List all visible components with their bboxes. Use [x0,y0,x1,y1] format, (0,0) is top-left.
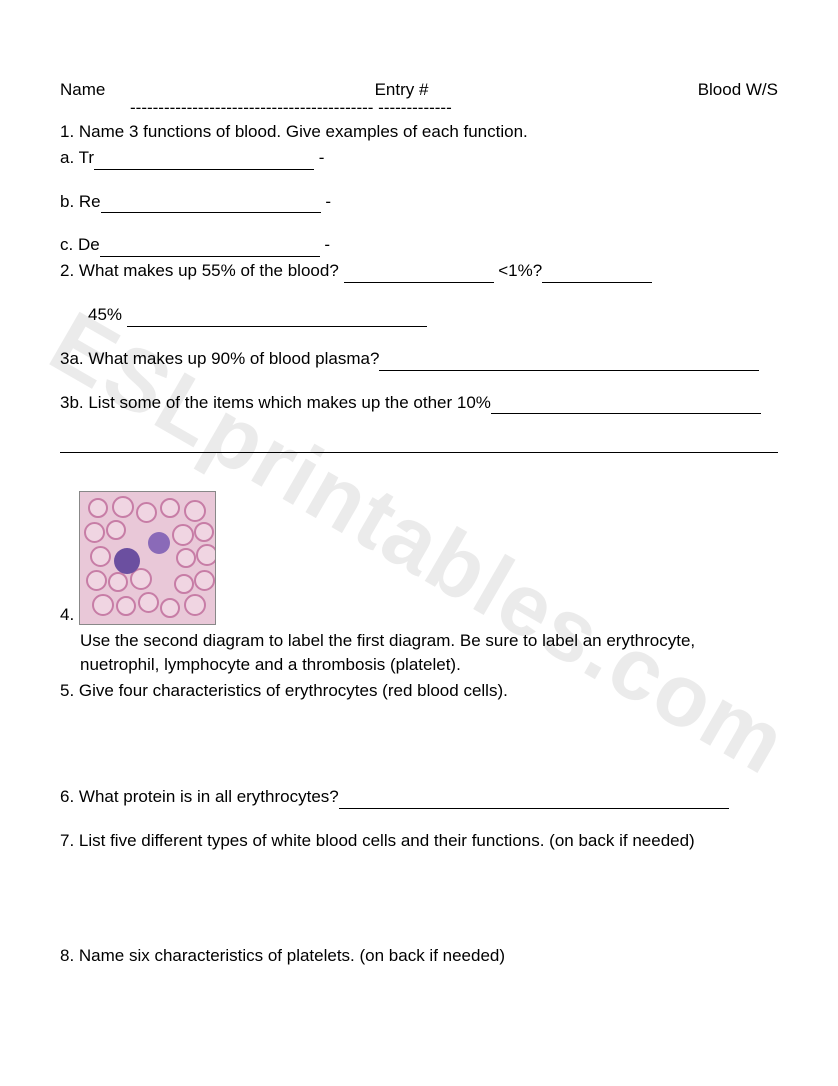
q3a: 3a. What makes up 90% of blood plasma? [60,347,778,371]
q7: 7. List five different types of white bl… [60,829,778,853]
worksheet-page: Name Entry # Blood W/S -----------------… [0,0,838,1010]
q3b-text: 3b. List some of the items which makes u… [60,393,491,412]
q1a-prefix: a. Tr [60,148,94,167]
header-row: Name Entry # Blood W/S [60,80,778,100]
q1b: b. Re - [60,190,778,214]
q6-text: 6. What protein is in all erythrocytes? [60,787,339,806]
q8: 8. Name six characteristics of platelets… [60,944,778,968]
q2-45-prefix: 45% [88,305,127,324]
q3b: 3b. List some of the items which makes u… [60,391,778,415]
q2-blank3 [127,326,427,327]
q3b-blank [491,413,761,414]
blood-cell-image [79,491,216,625]
q5: 5. Give four characteristics of erythroc… [60,679,778,703]
q1b-prefix: b. Re [60,192,101,211]
dash-line: ----------------------------------------… [130,98,778,118]
q2-blank2 [542,282,652,283]
q1c: c. De - [60,233,778,257]
q2-text-b: <1%? [494,261,543,280]
q2-line2: 45% [88,303,778,327]
page-title: Blood W/S [698,80,778,100]
entry-label: Entry # [375,80,429,100]
q2-line1: 2. What makes up 55% of the blood? <1%? [60,259,778,283]
q6: 6. What protein is in all erythrocytes? [60,785,778,809]
name-label: Name [60,80,105,100]
q1-text: 1. Name 3 functions of blood. Give examp… [60,120,778,144]
q4-row: 4. [60,491,778,625]
q1a-blank [94,169,314,170]
q4-num: 4. [60,605,74,624]
q4-text: Use the second diagram to label the firs… [60,629,778,677]
q1a: a. Tr - [60,146,778,170]
q1c-prefix: c. De [60,235,100,254]
q2-text-a: 2. What makes up 55% of the blood? [60,261,344,280]
q1b-blank [101,212,321,213]
q3b-line2 [60,434,778,453]
q1c-blank [100,256,320,257]
q6-blank [339,808,729,809]
q2-blank1 [344,282,494,283]
q3a-text: 3a. What makes up 90% of blood plasma? [60,349,379,368]
q3a-blank [379,370,759,371]
